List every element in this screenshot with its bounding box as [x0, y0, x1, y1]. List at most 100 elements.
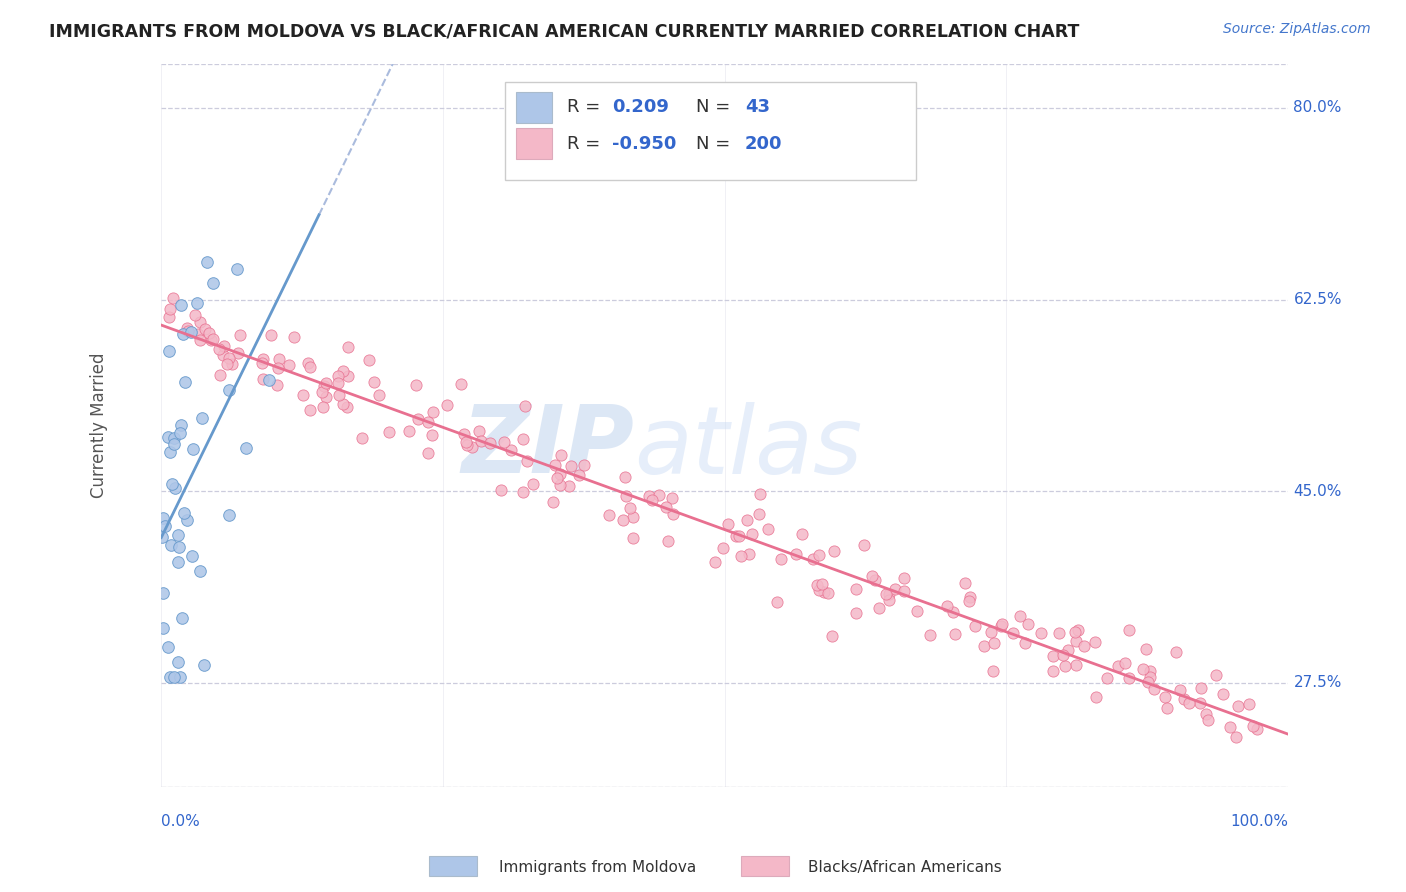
Point — [368, 388, 391, 402]
Point — [453, 427, 475, 442]
Point — [328, 388, 350, 402]
Point — [641, 493, 664, 508]
Point — [785, 547, 807, 561]
Point — [550, 448, 572, 462]
Point — [214, 339, 236, 353]
Point — [1029, 625, 1052, 640]
Point — [648, 488, 671, 502]
Point — [725, 529, 748, 543]
Point — [990, 619, 1012, 633]
Point — [167, 655, 190, 669]
Point — [188, 333, 211, 347]
Point — [817, 586, 839, 600]
Point — [350, 431, 373, 445]
Point — [405, 377, 427, 392]
Point — [1137, 674, 1160, 689]
Point — [1139, 670, 1161, 684]
Point — [260, 328, 283, 343]
Point — [420, 427, 443, 442]
Point — [461, 440, 484, 454]
Point — [704, 555, 727, 569]
Point — [163, 481, 186, 495]
Bar — [516, 92, 553, 122]
Text: atlas: atlas — [634, 401, 863, 492]
Point — [162, 291, 184, 305]
Point — [907, 604, 929, 618]
Point — [174, 375, 197, 389]
Point — [163, 431, 186, 445]
Point — [1052, 648, 1074, 662]
Point — [312, 379, 335, 393]
Point — [152, 511, 174, 525]
Point — [326, 376, 349, 391]
Text: 0.0%: 0.0% — [162, 814, 200, 830]
Point — [877, 592, 900, 607]
Point — [853, 538, 876, 552]
Point — [1042, 664, 1064, 678]
Point — [494, 434, 516, 449]
Point — [167, 540, 190, 554]
Point — [456, 438, 478, 452]
Text: R =: R = — [567, 98, 606, 117]
Point — [623, 532, 645, 546]
Text: 200: 200 — [745, 135, 782, 153]
Point — [202, 332, 225, 346]
Point — [218, 508, 240, 523]
Point — [406, 412, 429, 426]
Point — [661, 507, 683, 521]
Point — [266, 377, 288, 392]
Point — [637, 489, 659, 503]
Point — [1173, 692, 1195, 706]
Point — [860, 569, 883, 583]
Point — [1164, 645, 1187, 659]
Point — [893, 572, 915, 586]
Point — [1107, 659, 1129, 673]
Point — [568, 467, 591, 482]
Point — [1132, 661, 1154, 675]
Point — [311, 385, 333, 400]
Point — [297, 356, 319, 370]
Point — [544, 458, 567, 473]
Point — [363, 375, 385, 389]
Point — [512, 433, 534, 447]
Point — [299, 360, 322, 375]
Point — [748, 508, 770, 522]
Point — [598, 508, 620, 523]
Point — [516, 454, 538, 468]
Text: 43: 43 — [745, 98, 770, 117]
Point — [1226, 699, 1249, 714]
Point — [156, 640, 179, 655]
Point — [980, 625, 1002, 640]
Point — [1010, 608, 1032, 623]
Point — [983, 636, 1005, 650]
Point — [546, 471, 568, 485]
Point — [801, 552, 824, 566]
Point — [468, 424, 491, 438]
Text: N =: N = — [696, 135, 737, 153]
Point — [422, 405, 444, 419]
Point — [173, 506, 195, 520]
Point — [717, 517, 740, 532]
Point — [1017, 616, 1039, 631]
Point — [226, 346, 249, 360]
Point — [357, 352, 380, 367]
Point — [1237, 698, 1260, 712]
Point — [1197, 713, 1219, 727]
Text: Immigrants from Moldova: Immigrants from Moldova — [499, 860, 696, 874]
Point — [193, 657, 215, 672]
Point — [326, 368, 349, 383]
Point — [416, 445, 439, 459]
Point — [1014, 635, 1036, 649]
Point — [619, 500, 641, 515]
Point — [418, 415, 440, 429]
Point — [808, 548, 831, 562]
Point — [201, 276, 224, 290]
Point — [1212, 687, 1234, 701]
Point — [1139, 664, 1161, 678]
Point — [844, 606, 866, 620]
Point — [172, 611, 194, 625]
Point — [170, 418, 193, 433]
Point — [877, 586, 900, 600]
Point — [1154, 690, 1177, 705]
Point — [436, 398, 458, 412]
